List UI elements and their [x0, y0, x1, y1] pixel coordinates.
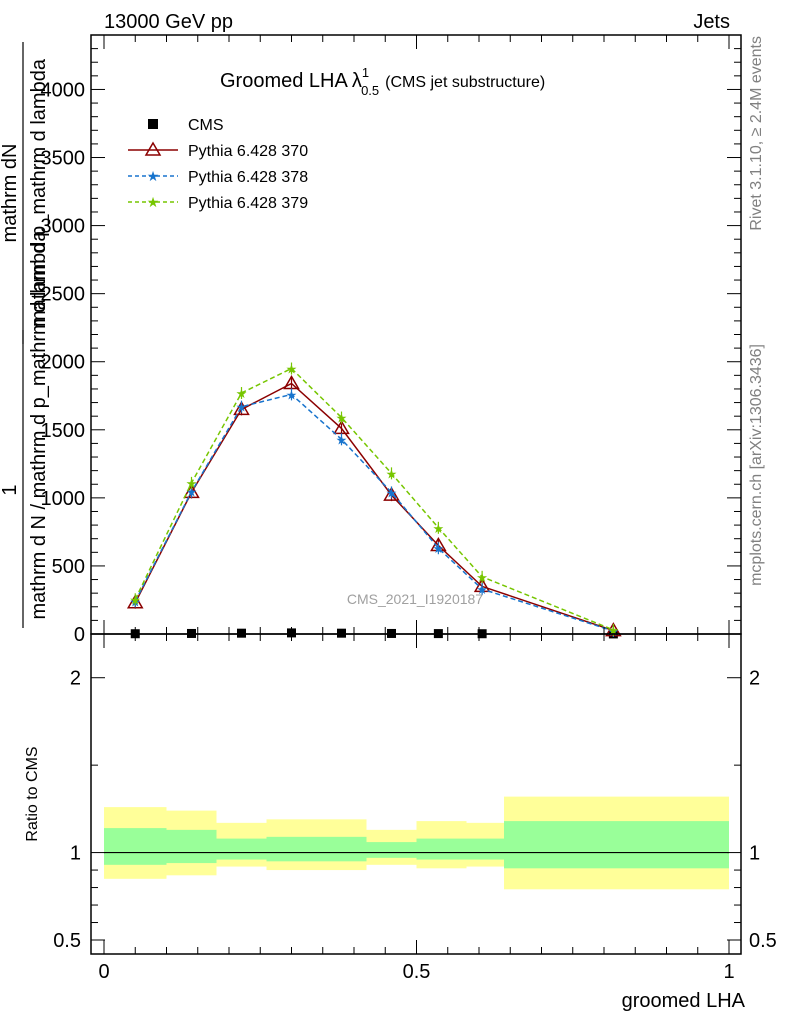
ratio-frame: [90, 633, 742, 955]
ratio-band-inner: [316, 836, 367, 862]
main-ytick-label: 1000: [41, 488, 86, 510]
series-3-point: ★: [608, 623, 620, 638]
ratio-panel: 0.5 0.5 1 1 2 2 0 0.5 1 Ratio to CMS groomed LHA: [24, 633, 777, 1012]
main-ytick-label: 2500: [41, 284, 86, 306]
ratio-ylabel: Ratio to CMS: [24, 746, 41, 841]
ylabel-line-4: mathrm d N / mathrm d p_mathrm d lambda: [28, 230, 50, 620]
legend: CMS Pythia 6.428 370 ★ Pythia 6.428 378 …: [128, 117, 308, 212]
series-2-point: ★: [286, 387, 298, 402]
legend-marker-cms: [148, 119, 158, 129]
xtick-label: 0.5: [403, 961, 431, 983]
series-3-point: ★: [129, 592, 141, 607]
ratio-ytick-label-right: 0.5: [749, 930, 777, 952]
series-2-point: ★: [386, 485, 398, 500]
main-ylabel: mathrm dN mathrm d p_mathrm d lambda 1 m…: [0, 42, 50, 628]
series-3-point: ★: [286, 362, 298, 377]
series-3-line: [134, 367, 614, 631]
ylabel-line-3: 1: [0, 484, 21, 495]
xlabel: groomed LHA: [622, 990, 746, 1012]
analysis-id-label: CMS_2021_I1920187: [347, 591, 483, 607]
series-3-point: ★: [433, 521, 445, 536]
series-2-point: ★: [236, 400, 248, 415]
xtick-label: 0: [98, 961, 109, 983]
main-ytick-label: 2000: [41, 352, 86, 374]
cms-point: [237, 628, 246, 638]
ratio-ytick-label-right: 2: [749, 668, 760, 690]
ratio-band-inner: [266, 836, 317, 862]
ratio-band-inner: [466, 838, 504, 860]
series-2-point: ★: [433, 541, 445, 556]
xtick-label: 1: [723, 961, 734, 983]
ratio-band-inner: [216, 838, 267, 860]
series-1-point: [383, 486, 400, 501]
ylabel-line-2: mathrm d p_mathrm d lambda: [28, 58, 50, 327]
ylabel-line-1: mathrm dN: [0, 144, 21, 243]
ratio-ytick-label-right: 1: [749, 843, 760, 865]
main-plot-area: ★★★★★★★★★★★★★★★★★★ 050010001500200025003…: [41, 34, 742, 646]
series-3-point: ★: [476, 570, 488, 585]
legend-marker-py378: ★: [147, 168, 160, 184]
cms-point: [337, 628, 346, 638]
series-3-point: ★: [186, 476, 198, 491]
series-2-point: ★: [476, 582, 488, 597]
main-ytick-label: 0: [74, 624, 85, 646]
main-ytick-label: 4000: [41, 79, 86, 101]
main-ytick-label: 1500: [41, 420, 86, 442]
legend-marker-py370: [144, 141, 162, 156]
ratio-ytick-label: 0.5: [53, 930, 81, 952]
ratio-band-inner: [166, 829, 217, 864]
legend-label-py379: Pythia 6.428 379: [188, 195, 308, 212]
rivet-note: Rivet 3.1.10, ≥ 2.4M events: [748, 36, 765, 231]
ratio-band-inner: [366, 842, 417, 858]
ratio-ytick-label: 1: [70, 843, 81, 865]
series-1-point: [126, 594, 144, 609]
series-2-point: ★: [336, 432, 348, 447]
series-3-point: ★: [386, 466, 398, 481]
legend-label-cms: CMS: [188, 117, 224, 134]
main-ytick-label: 3000: [41, 216, 86, 238]
header-right-label: Jets: [693, 11, 730, 33]
legend-marker-py379: ★: [147, 194, 160, 210]
ratio-band-inner: [416, 838, 467, 860]
ratio-ytick-label: 2: [70, 668, 81, 690]
mcplots-note: mcplots.cern.ch [arXiv:1306.3436]: [748, 344, 765, 586]
title-sup: 1: [362, 65, 369, 80]
series-1-point: [233, 400, 250, 416]
series-3-point: ★: [336, 411, 348, 426]
title-note: (CMS jet substructure): [385, 74, 545, 91]
title-sub: 0.5: [361, 83, 379, 98]
legend-label-py378: Pythia 6.428 378: [188, 169, 308, 186]
legend-label-py370: Pythia 6.428 370: [188, 143, 308, 160]
title-symbol: λ: [352, 70, 362, 92]
chart-title: Groomed LHA λ1 0.5 (CMS jet substructure): [220, 65, 545, 98]
header-left-label: 13000 GeV pp: [104, 11, 233, 33]
title-main: Groomed LHA: [220, 70, 348, 92]
main-ytick-label: 3500: [41, 148, 86, 170]
series-3-point: ★: [236, 386, 248, 401]
series-2-point: ★: [186, 485, 198, 500]
ratio-band-inner: [504, 821, 729, 869]
main-ytick-label: 500: [52, 556, 85, 578]
main-panel: ★★★★★★★★★★★★★★★★★★ 050010001500200025003…: [0, 34, 742, 646]
ratio-band-inner: [104, 828, 167, 865]
